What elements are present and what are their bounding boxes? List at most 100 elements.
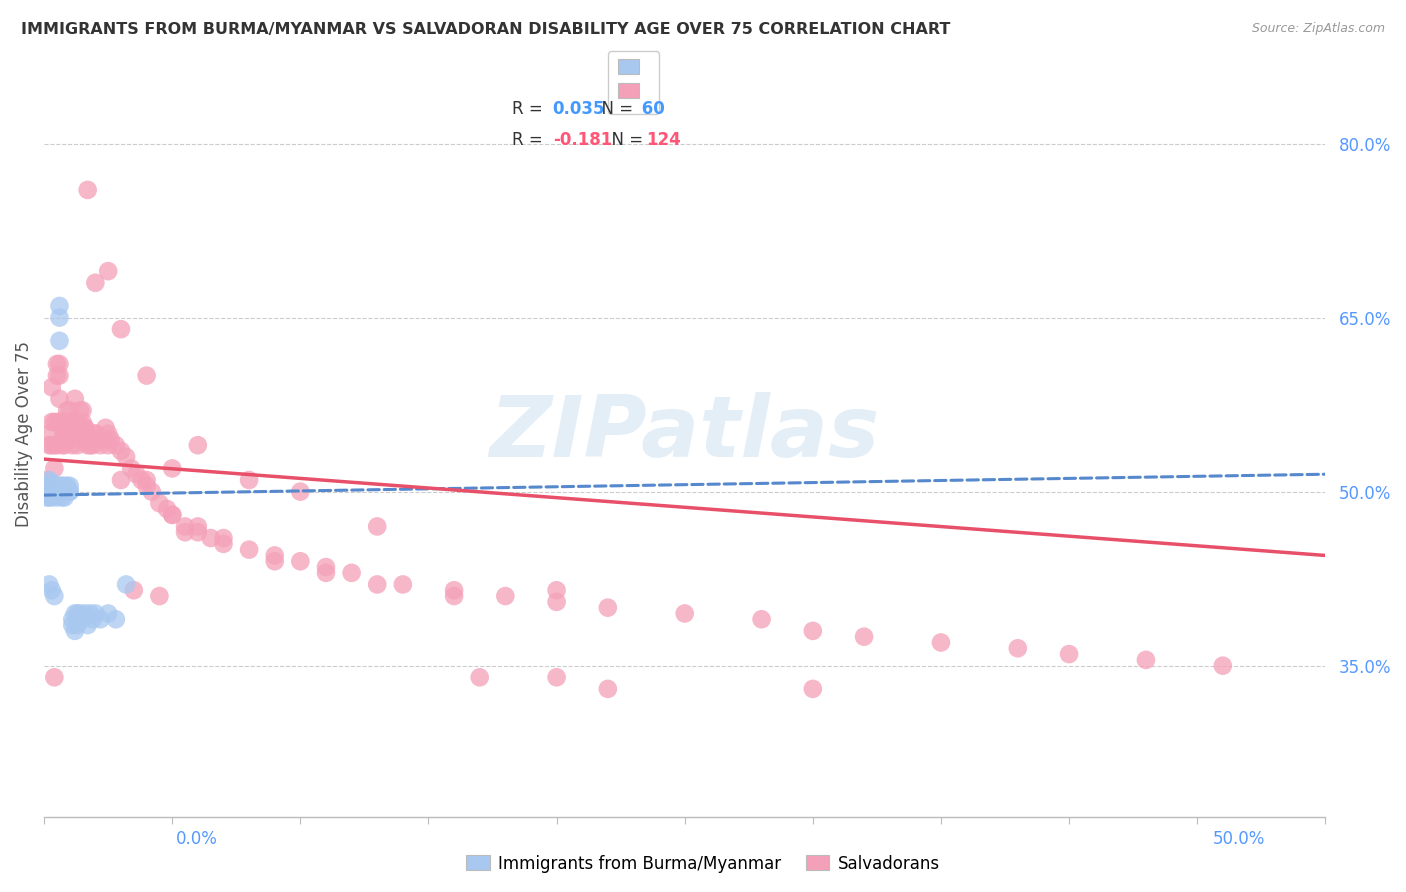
Point bbox=[1212, 658, 1234, 673]
Point bbox=[148, 589, 170, 603]
Point bbox=[44, 485, 66, 500]
Point bbox=[53, 484, 76, 499]
Point bbox=[45, 491, 67, 505]
Point bbox=[1135, 653, 1157, 667]
Text: -0.181: -0.181 bbox=[553, 131, 612, 149]
Point bbox=[38, 438, 60, 452]
Point bbox=[160, 461, 183, 475]
Point bbox=[110, 444, 132, 458]
Point bbox=[315, 560, 337, 574]
Point bbox=[44, 438, 66, 452]
Point bbox=[75, 421, 97, 435]
Text: R =: R = bbox=[512, 101, 548, 119]
Point bbox=[91, 433, 114, 447]
Point bbox=[115, 577, 138, 591]
Point bbox=[53, 438, 76, 452]
Point bbox=[38, 479, 60, 493]
Point bbox=[110, 322, 132, 336]
Point bbox=[53, 426, 76, 441]
Point bbox=[63, 415, 86, 429]
Point bbox=[45, 479, 67, 493]
Point bbox=[443, 583, 465, 598]
Point bbox=[45, 415, 67, 429]
Point bbox=[673, 607, 696, 621]
Point bbox=[63, 392, 86, 406]
Point bbox=[44, 479, 66, 493]
Point bbox=[366, 519, 388, 533]
Point bbox=[69, 607, 91, 621]
Point bbox=[48, 479, 70, 493]
Point bbox=[41, 475, 63, 490]
Point bbox=[546, 583, 568, 598]
Point bbox=[82, 612, 104, 626]
Point bbox=[63, 415, 86, 429]
Point bbox=[76, 618, 98, 632]
Legend: Immigrants from Burma/Myanmar, Salvadorans: Immigrants from Burma/Myanmar, Salvadora… bbox=[460, 848, 946, 880]
Point bbox=[45, 438, 67, 452]
Point bbox=[41, 415, 63, 429]
Point bbox=[51, 491, 73, 505]
Point bbox=[48, 368, 70, 383]
Point bbox=[59, 403, 82, 417]
Point bbox=[35, 484, 58, 499]
Point bbox=[41, 491, 63, 505]
Point bbox=[53, 491, 76, 505]
Point bbox=[100, 433, 122, 447]
Point bbox=[89, 612, 111, 626]
Text: R =: R = bbox=[512, 131, 548, 149]
Point bbox=[1057, 647, 1080, 661]
Point bbox=[110, 473, 132, 487]
Point bbox=[48, 357, 70, 371]
Point bbox=[135, 368, 157, 383]
Point bbox=[174, 519, 197, 533]
Point bbox=[56, 403, 79, 417]
Point bbox=[63, 624, 86, 638]
Point bbox=[60, 438, 83, 452]
Point bbox=[97, 264, 120, 278]
Point bbox=[45, 357, 67, 371]
Point bbox=[238, 473, 260, 487]
Point bbox=[97, 438, 120, 452]
Text: N =: N = bbox=[591, 101, 638, 119]
Point bbox=[59, 415, 82, 429]
Point bbox=[82, 438, 104, 452]
Point bbox=[69, 403, 91, 417]
Point bbox=[51, 484, 73, 499]
Point bbox=[51, 438, 73, 452]
Point bbox=[290, 554, 312, 568]
Point bbox=[51, 421, 73, 435]
Point bbox=[45, 484, 67, 499]
Point bbox=[84, 607, 107, 621]
Point bbox=[44, 670, 66, 684]
Legend: , : , bbox=[607, 52, 659, 114]
Point bbox=[45, 368, 67, 383]
Point bbox=[200, 531, 222, 545]
Point bbox=[141, 484, 163, 499]
Text: 124: 124 bbox=[647, 131, 681, 149]
Point bbox=[41, 479, 63, 493]
Point bbox=[72, 612, 94, 626]
Point bbox=[38, 487, 60, 501]
Point bbox=[801, 681, 824, 696]
Point bbox=[66, 426, 89, 441]
Point bbox=[76, 183, 98, 197]
Point bbox=[59, 415, 82, 429]
Point bbox=[120, 461, 142, 475]
Point bbox=[59, 484, 82, 499]
Point bbox=[122, 583, 145, 598]
Point bbox=[48, 415, 70, 429]
Point bbox=[66, 607, 89, 621]
Point bbox=[104, 612, 127, 626]
Text: N =: N = bbox=[602, 131, 648, 149]
Point bbox=[392, 577, 415, 591]
Point bbox=[84, 433, 107, 447]
Point bbox=[41, 438, 63, 452]
Point bbox=[115, 450, 138, 464]
Point bbox=[135, 473, 157, 487]
Point bbox=[69, 433, 91, 447]
Point bbox=[187, 525, 209, 540]
Point bbox=[63, 426, 86, 441]
Point bbox=[56, 484, 79, 499]
Point bbox=[125, 467, 148, 482]
Point bbox=[89, 438, 111, 452]
